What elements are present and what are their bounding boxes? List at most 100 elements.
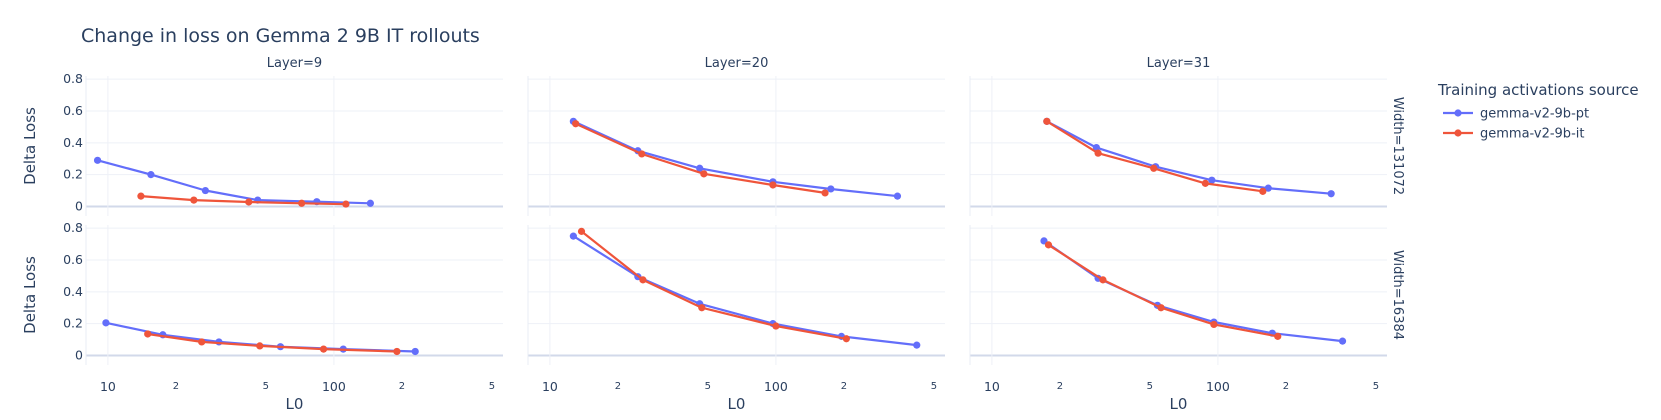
legend-item: gemma-v2-9b-pt [1443, 107, 1589, 122]
data-point-gemma-v2-9b-it [639, 276, 647, 284]
data-point-gemma-v2-9b-it [393, 347, 401, 356]
plot-area [970, 76, 1387, 216]
x-tick-label: 10 [542, 379, 558, 394]
y-axis-title: Delta Loss [21, 256, 39, 334]
facet-panels: 0 0.2 0.4 0.6 0.8 Layer=9 Delta Loss Layer=20 La… [21, 56, 1405, 413]
data-point-gemma-v2-9b-it [319, 345, 328, 353]
x-minor-tick-label: 2 [841, 381, 847, 392]
data-point-gemma-v2-9b-pt [201, 186, 209, 195]
x-axis-title: L0 [728, 395, 746, 413]
x-minor-tick-label: 5 [705, 381, 711, 392]
data-point-gemma-v2-9b-it [256, 342, 264, 350]
data-point-gemma-v2-9b-it [1044, 241, 1053, 249]
data-point-gemma-v2-9b-it [1094, 149, 1102, 157]
data-point-gemma-v2-9b-pt [569, 232, 577, 240]
plot-area [970, 225, 1387, 365]
x-axis-title: L0 [286, 395, 304, 413]
column-facet-label: Layer=9 [267, 56, 322, 71]
series-line-gemma-v2-9b-pt [97, 159, 371, 205]
data-point-gemma-v2-9b-pt [147, 171, 155, 179]
x-minor-tick-label: 2 [1057, 381, 1063, 392]
data-point-gemma-v2-9b-it [698, 304, 706, 312]
data-point-gemma-v2-9b-pt [1208, 176, 1216, 184]
x-minor-tick-label: 5 [489, 381, 495, 392]
x-minor-tick-label: 2 [1283, 381, 1289, 392]
y-tick-label: 0.8 [63, 220, 83, 235]
data-point-gemma-v2-9b-it [1210, 320, 1218, 329]
column-facet-label: Layer=31 [1147, 56, 1211, 71]
data-point-gemma-v2-9b-it [772, 322, 780, 330]
data-point-gemma-v2-9b-it [342, 200, 350, 208]
data-point-gemma-v2-9b-pt [696, 164, 704, 172]
data-point-gemma-v2-9b-it [1274, 332, 1282, 340]
facet-panel-r1c2: 10 100 2 5 2 5 L0 Width=16384 [969, 225, 1405, 413]
data-point-gemma-v2-9b-it [821, 189, 829, 197]
x-minor-tick-label: 5 [263, 381, 269, 392]
series-line-gemma-v2-9b-pt [572, 235, 917, 347]
column-facet-label: Layer=20 [705, 56, 769, 71]
x-tick-label: 100 [1206, 379, 1230, 394]
data-point-gemma-v2-9b-it [769, 181, 777, 189]
legend-title: Training activations source [1437, 81, 1639, 99]
data-point-gemma-v2-9b-pt [893, 192, 902, 200]
data-point-gemma-v2-9b-it [638, 150, 646, 158]
x-tick-label: 10 [100, 379, 116, 394]
data-point-gemma-v2-9b-pt [827, 185, 835, 193]
data-point-gemma-v2-9b-it [298, 199, 306, 207]
y-axis-title: Delta Loss [21, 107, 39, 185]
y-tick-label: 0.6 [63, 252, 83, 267]
x-minor-tick-label: 2 [399, 381, 405, 392]
data-point-gemma-v2-9b-pt [411, 347, 419, 356]
plot-area [528, 225, 945, 365]
x-axis-title: L0 [1170, 395, 1188, 413]
facet-panel-r0c0: 0 0.2 0.4 0.6 0.8 Layer=9 Delta Loss [21, 56, 503, 216]
data-point-gemma-v2-9b-it [198, 338, 206, 346]
facet-panel-r0c1: Layer=20 [527, 56, 945, 216]
y-tick-label: 0.4 [63, 135, 83, 150]
data-point-gemma-v2-9b-pt [93, 156, 102, 164]
y-tick-label: 0.8 [63, 71, 83, 86]
data-point-gemma-v2-9b-it [190, 196, 198, 204]
data-point-gemma-v2-9b-it [1043, 117, 1051, 125]
series-line-gemma-v2-9b-pt [572, 120, 898, 198]
data-point-gemma-v2-9b-pt [1092, 143, 1101, 152]
data-point-gemma-v2-9b-it [700, 170, 708, 178]
x-tick-label: 100 [322, 379, 346, 394]
x-minor-tick-label: 2 [173, 381, 179, 392]
data-point-gemma-v2-9b-it [1259, 187, 1267, 195]
legend: Training activations source gemma-v2-9b-… [1437, 81, 1639, 142]
data-point-gemma-v2-9b-pt [1327, 190, 1335, 198]
plot-area [86, 76, 503, 216]
legend-label: gemma-v2-9b-it [1480, 127, 1584, 142]
data-point-gemma-v2-9b-pt [102, 319, 110, 327]
data-point-gemma-v2-9b-it [577, 227, 586, 235]
data-point-gemma-v2-9b-it [245, 198, 253, 206]
x-minor-tick-label: 2 [615, 381, 621, 392]
legend-item: gemma-v2-9b-it [1443, 127, 1584, 142]
x-minor-tick-label: 5 [1147, 381, 1153, 392]
data-point-gemma-v2-9b-pt [913, 341, 921, 349]
data-point-gemma-v2-9b-pt [1338, 337, 1347, 345]
facet-panel-r1c1: 10 100 2 5 2 5 L0 [527, 225, 945, 413]
x-minor-tick-label: 5 [931, 381, 937, 392]
row-facet-label: Width=16384 [1390, 250, 1405, 340]
y-tick-label: 0 [75, 198, 83, 213]
legend-label: gemma-v2-9b-pt [1480, 107, 1589, 122]
data-point-gemma-v2-9b-it [1157, 304, 1165, 312]
data-point-gemma-v2-9b-it [842, 335, 850, 343]
x-minor-tick-label: 5 [1373, 381, 1379, 392]
facet-panel-r1c0: 0 0.2 0.4 0.6 0.8 10 100 2 5 2 5 L0 Delta Loss [21, 220, 503, 413]
x-tick-label: 100 [764, 379, 788, 394]
data-point-gemma-v2-9b-pt [366, 199, 374, 207]
y-tick-label: 0.4 [63, 284, 83, 299]
y-tick-label: 0.6 [63, 103, 83, 118]
series-line-gemma-v2-9b-pt [1046, 120, 1332, 195]
y-tick-label: 0.2 [63, 167, 83, 182]
x-tick-label: 10 [984, 379, 1000, 394]
data-point-gemma-v2-9b-it [1201, 179, 1209, 187]
data-point-gemma-v2-9b-pt [1264, 184, 1272, 192]
facet-panel-r0c2: Layer=31 Width=131072 [969, 56, 1405, 216]
legend-swatch-marker [1454, 109, 1462, 117]
row-facet-label: Width=131072 [1390, 97, 1405, 195]
legend-swatch-marker [1454, 129, 1462, 137]
